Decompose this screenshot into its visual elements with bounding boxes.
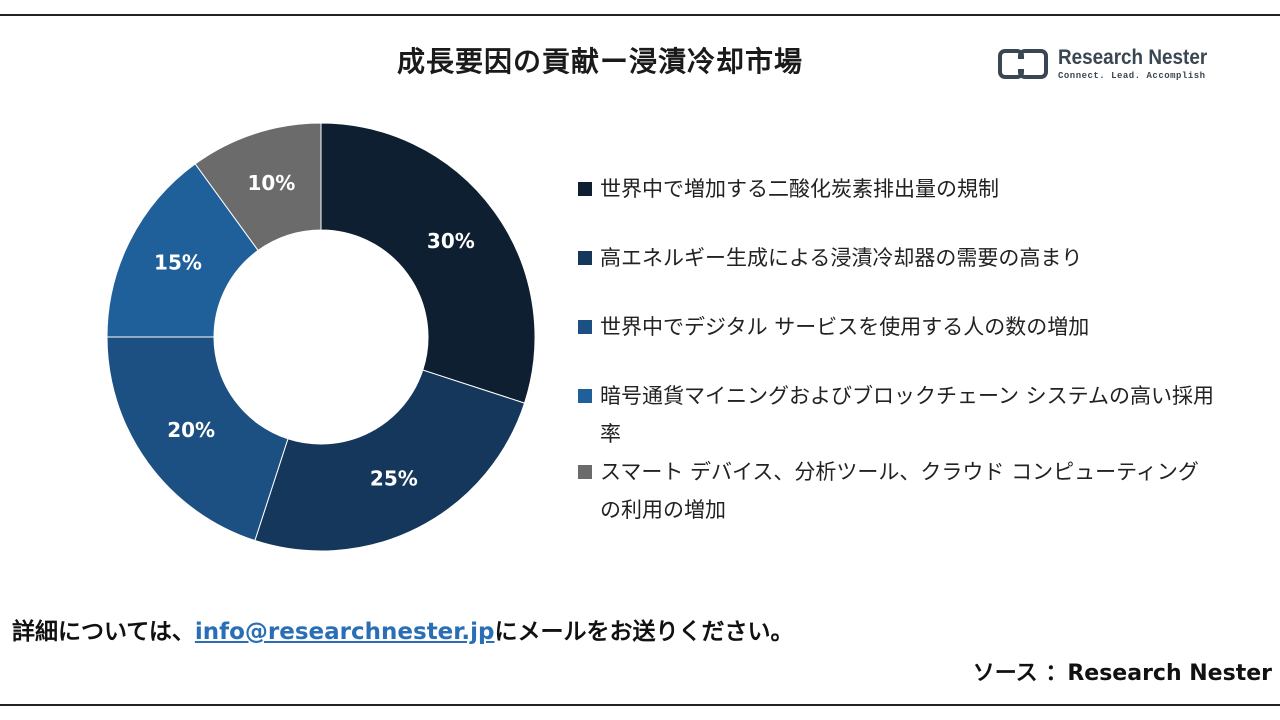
logo-icon <box>998 49 1048 79</box>
legend-label: 世界中でデジタル サービスを使用する人の数の増加 <box>600 315 1090 339</box>
legend-label: 世界中で増加する二酸化炭素排出量の規制 <box>600 177 999 201</box>
chart-legend: 世界中で増加する二酸化炭素排出量の規制 高エネルギー生成による浸漬冷却器の需要の… <box>576 170 1226 529</box>
legend-swatch <box>578 389 592 403</box>
donut-slice <box>106 336 289 542</box>
legend-swatch <box>578 251 592 265</box>
contact-note: 詳細については、info@researchnester.jpにメールをお送りくだ… <box>12 612 793 646</box>
source-credit: ソース ：Research Nester <box>972 661 1272 686</box>
email-link[interactable]: info@researchnester.jp <box>194 619 495 645</box>
donut-slice <box>194 122 322 252</box>
donut-chart: 30% 25% 20% 15% 10% <box>106 122 536 552</box>
contact-suffix: にメールをお送りください。 <box>494 619 794 645</box>
top-rule <box>0 14 1280 16</box>
chart-title: 成長要因の貢献ー浸漬冷却市場 <box>396 45 803 78</box>
legend-label: 暗号通貨マイニングおよびブロックチェーン システムの高い採用率 <box>600 384 1214 446</box>
donut-slice <box>320 122 536 404</box>
legend-swatch <box>578 320 592 334</box>
slice-percent-label: 25% <box>370 467 418 491</box>
bottom-rule <box>0 704 1280 706</box>
legend-item: 世界中で増加する二酸化炭素排出量の規制 <box>576 170 1240 208</box>
contact-prefix: 詳細については、 <box>12 619 195 645</box>
legend-item: スマート デバイス、分析ツール、クラウド コンピューティングの利用の増加 <box>576 453 1210 529</box>
legend-item: 暗号通貨マイニングおよびブロックチェーン システムの高い採用率 <box>576 377 1230 453</box>
slice-percent-label: 20% <box>167 418 215 442</box>
donut-slice <box>106 163 259 338</box>
slice-percent-label: 15% <box>154 251 202 275</box>
legend-label: 高エネルギー生成による浸漬冷却器の需要の高まり <box>600 246 1083 270</box>
legend-swatch <box>578 182 592 196</box>
logo-tagline: Connect. Lead. Accomplish <box>1058 71 1206 81</box>
research-nester-logo: Research Nester Connect. Lead. Accomplis… <box>998 46 1218 86</box>
legend-label: スマート デバイス、分析ツール、クラウド コンピューティングの利用の増加 <box>600 460 1199 522</box>
legend-item: 高エネルギー生成による浸漬冷却器の需要の高まり <box>576 239 1240 277</box>
logo-name: Research Nester <box>1058 46 1208 69</box>
slice-percent-label: 30% <box>427 229 475 253</box>
legend-swatch <box>578 465 592 479</box>
legend-item: 世界中でデジタル サービスを使用する人の数の増加 <box>576 308 1240 346</box>
slice-percent-label: 10% <box>247 171 295 195</box>
donut-slice <box>254 369 526 552</box>
